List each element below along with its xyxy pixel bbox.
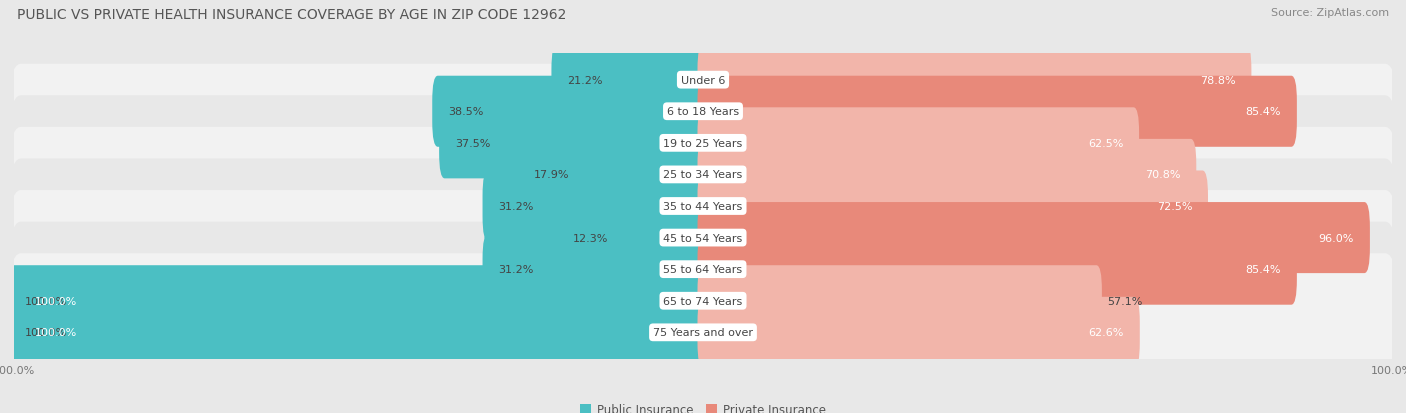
Text: 62.6%: 62.6% bbox=[1088, 328, 1123, 337]
Text: 31.2%: 31.2% bbox=[498, 202, 534, 211]
FancyBboxPatch shape bbox=[7, 222, 1399, 380]
FancyBboxPatch shape bbox=[8, 297, 709, 368]
FancyBboxPatch shape bbox=[439, 108, 709, 179]
Text: 6 to 18 Years: 6 to 18 Years bbox=[666, 107, 740, 117]
Text: 35 to 44 Years: 35 to 44 Years bbox=[664, 202, 742, 211]
Text: 17.9%: 17.9% bbox=[534, 170, 569, 180]
FancyBboxPatch shape bbox=[7, 254, 1399, 411]
FancyBboxPatch shape bbox=[697, 171, 1208, 242]
FancyBboxPatch shape bbox=[551, 45, 709, 116]
Text: 65 to 74 Years: 65 to 74 Years bbox=[664, 296, 742, 306]
Text: 85.4%: 85.4% bbox=[1246, 107, 1281, 117]
Text: 70.8%: 70.8% bbox=[1144, 170, 1181, 180]
FancyBboxPatch shape bbox=[574, 140, 709, 211]
FancyBboxPatch shape bbox=[482, 171, 709, 242]
Text: 100.0%: 100.0% bbox=[24, 296, 66, 306]
Text: 31.2%: 31.2% bbox=[498, 265, 534, 275]
FancyBboxPatch shape bbox=[613, 202, 709, 273]
Text: 57.1%: 57.1% bbox=[1107, 296, 1142, 306]
FancyBboxPatch shape bbox=[7, 128, 1399, 285]
Text: 75 Years and over: 75 Years and over bbox=[652, 328, 754, 337]
Text: 12.3%: 12.3% bbox=[572, 233, 607, 243]
FancyBboxPatch shape bbox=[7, 2, 1399, 159]
FancyBboxPatch shape bbox=[8, 266, 709, 337]
Text: 37.5%: 37.5% bbox=[456, 138, 491, 148]
Text: 55 to 64 Years: 55 to 64 Years bbox=[664, 265, 742, 275]
Text: PUBLIC VS PRIVATE HEALTH INSURANCE COVERAGE BY AGE IN ZIP CODE 12962: PUBLIC VS PRIVATE HEALTH INSURANCE COVER… bbox=[17, 8, 567, 22]
FancyBboxPatch shape bbox=[7, 96, 1399, 254]
FancyBboxPatch shape bbox=[7, 64, 1399, 223]
FancyBboxPatch shape bbox=[7, 159, 1399, 317]
Text: 100.0%: 100.0% bbox=[35, 296, 77, 306]
FancyBboxPatch shape bbox=[697, 140, 1197, 211]
FancyBboxPatch shape bbox=[697, 202, 1369, 273]
Text: Under 6: Under 6 bbox=[681, 76, 725, 85]
Text: 100.0%: 100.0% bbox=[24, 328, 66, 337]
Text: 100.0%: 100.0% bbox=[35, 328, 77, 337]
Text: Source: ZipAtlas.com: Source: ZipAtlas.com bbox=[1271, 8, 1389, 18]
Text: 38.5%: 38.5% bbox=[449, 107, 484, 117]
Text: 19 to 25 Years: 19 to 25 Years bbox=[664, 138, 742, 148]
Legend: Public Insurance, Private Insurance: Public Insurance, Private Insurance bbox=[575, 398, 831, 413]
Text: 72.5%: 72.5% bbox=[1157, 202, 1192, 211]
FancyBboxPatch shape bbox=[697, 266, 1102, 337]
FancyBboxPatch shape bbox=[7, 33, 1399, 191]
Text: 25 to 34 Years: 25 to 34 Years bbox=[664, 170, 742, 180]
Text: 62.5%: 62.5% bbox=[1088, 138, 1123, 148]
Text: 96.0%: 96.0% bbox=[1319, 233, 1354, 243]
FancyBboxPatch shape bbox=[7, 190, 1399, 349]
Text: 85.4%: 85.4% bbox=[1246, 265, 1281, 275]
FancyBboxPatch shape bbox=[697, 45, 1251, 116]
FancyBboxPatch shape bbox=[697, 234, 1296, 305]
FancyBboxPatch shape bbox=[482, 234, 709, 305]
Text: 45 to 54 Years: 45 to 54 Years bbox=[664, 233, 742, 243]
FancyBboxPatch shape bbox=[697, 76, 1296, 147]
Text: 78.8%: 78.8% bbox=[1199, 76, 1236, 85]
Text: 21.2%: 21.2% bbox=[567, 76, 603, 85]
FancyBboxPatch shape bbox=[697, 297, 1140, 368]
FancyBboxPatch shape bbox=[432, 76, 709, 147]
FancyBboxPatch shape bbox=[697, 108, 1139, 179]
